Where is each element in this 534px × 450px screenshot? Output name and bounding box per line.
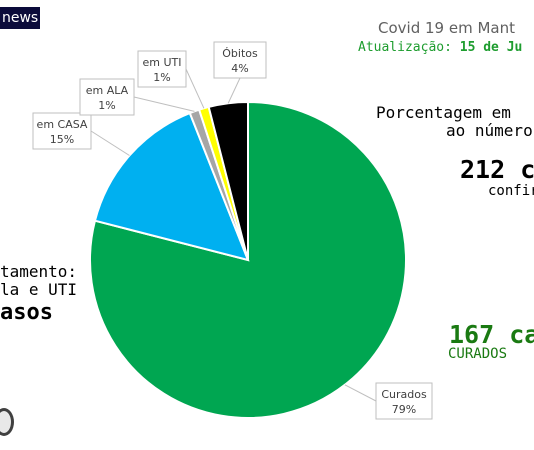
callout-leader-em-ala	[133, 96, 195, 112]
slice-category-label: em UTI	[143, 56, 182, 69]
slice-category-label: Óbitos	[222, 47, 258, 60]
pie-callouts: Curados 79% em CASA 15% em ALA 1% em UTI 1% Óbit…	[32, 41, 433, 420]
callout-box-em-casa	[32, 112, 92, 150]
callout-leader-em-uti	[185, 68, 205, 109]
slice-category-label: em CASA	[37, 118, 88, 131]
callout-box-em-ala	[79, 78, 135, 116]
treatment-caption-line2: la e UTI	[0, 280, 78, 299]
percentage-caption-line1: Porcentagem em	[376, 103, 511, 122]
slice-category-label: Curados	[381, 388, 427, 401]
slice-value-label: 1%	[98, 99, 115, 112]
treatment-cases-count: asos	[0, 300, 53, 325]
page-title: Covid 19 em Mant	[378, 19, 515, 37]
cured-count: 167 ca	[449, 320, 534, 349]
pie-slice-curados	[89, 100, 407, 419]
callout-leader-em-casa	[90, 130, 130, 156]
update-line: Atualização: 15 de Ju	[358, 40, 522, 55]
slice-value-label: 4%	[231, 62, 248, 75]
percentage-caption-line2: ao número	[446, 121, 533, 140]
pie-slice-em-casa	[93, 111, 250, 262]
pie-slices	[89, 100, 407, 419]
callout-box-curados	[375, 382, 433, 420]
callout-box-óbitos	[213, 41, 267, 79]
treatment-caption-line1: tamento:	[0, 262, 78, 281]
news-badge: news	[0, 7, 40, 29]
update-date: 15 de Ju	[459, 40, 523, 55]
callout-leader-curados	[344, 384, 377, 402]
slice-category-label: em ALA	[86, 84, 129, 97]
callout-box-em-uti	[137, 50, 187, 88]
confirmed-count: 212 c	[460, 155, 534, 184]
slice-value-label: 79%	[392, 403, 416, 416]
update-prefix: Atualização:	[358, 40, 452, 55]
callout-leader-óbitos	[227, 77, 241, 104]
cured-label: CURADOS	[448, 346, 508, 362]
circle-icon	[0, 408, 14, 436]
pie-slice-óbitos	[207, 100, 249, 261]
slice-value-label: 1%	[153, 71, 170, 84]
slice-value-label: 15%	[50, 133, 74, 146]
confirmed-label: confir	[488, 183, 534, 199]
